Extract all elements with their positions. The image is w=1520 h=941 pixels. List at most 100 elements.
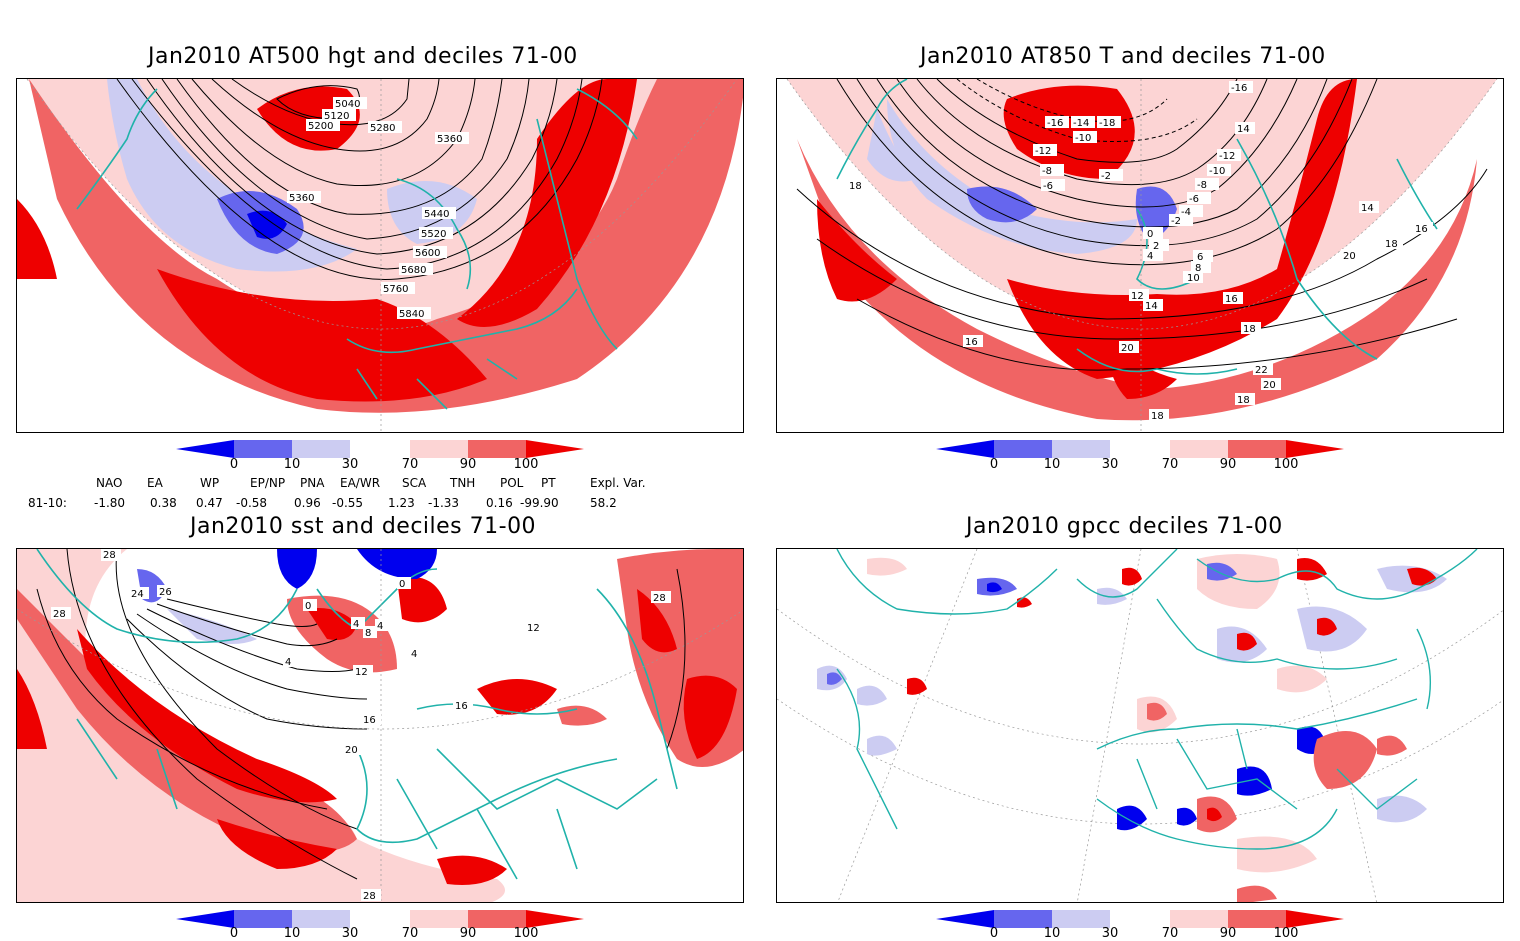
- contour-label: 12: [1131, 291, 1144, 302]
- contour-label: 4: [1147, 251, 1153, 262]
- contour-label: 5360: [437, 134, 462, 145]
- colorbar-label: 100: [1273, 457, 1299, 472]
- decile-darkred-area: [637, 589, 677, 653]
- contour-label: 10: [1187, 273, 1200, 284]
- decile-darkred-area: [17, 669, 47, 749]
- contour-label: 16: [965, 337, 978, 348]
- contour-label: 0: [305, 601, 311, 612]
- contour-label: -2: [1101, 171, 1111, 182]
- decile-darkred-area: [817, 199, 897, 302]
- contour-label: -10: [1209, 166, 1225, 177]
- decile-darkblue-area: [247, 210, 287, 239]
- contour-label: -16: [1047, 118, 1063, 129]
- index-headers: NAO EA WP EP/NP PNA EA/WR SCA TNH POL PT…: [0, 476, 760, 492]
- decile-lightblue-area: [107, 79, 357, 272]
- colorbar-label: 90: [1219, 457, 1237, 472]
- contour-label: 28: [103, 550, 116, 561]
- decile-lightblue-area: [167, 609, 257, 644]
- contour-label: 0: [1147, 229, 1153, 240]
- index-value: 1.23: [388, 496, 415, 510]
- contour-label: 22: [1255, 365, 1268, 376]
- decile-darkred-area: [77, 629, 337, 803]
- colorbar-label: 0: [989, 457, 999, 472]
- contour-label: -12: [1035, 146, 1051, 157]
- decile-red-area: [797, 139, 1477, 421]
- index-value: 0.38: [150, 496, 177, 510]
- colorbar-label: 0: [229, 457, 239, 472]
- colorbar-label: 10: [283, 457, 301, 472]
- colorbar-label: 100: [513, 457, 539, 472]
- colorbar-label: 10: [283, 926, 301, 941]
- contour-label: 5680: [401, 265, 426, 276]
- contour-label: 18: [1243, 324, 1256, 335]
- contour-label: 16: [1225, 294, 1238, 305]
- contour-label: 16: [455, 701, 468, 712]
- contour-label: -14: [1073, 118, 1089, 129]
- colorbar-sst: [176, 910, 584, 928]
- contour-labels: 28 24 26 28 0 0 4 8 4 4 12 16 20 16 28 4…: [51, 549, 671, 902]
- contour-label: 2: [1153, 241, 1159, 252]
- colorbar-label: 30: [1101, 457, 1119, 472]
- contour-label: 24: [131, 589, 144, 600]
- contour-label: 5360: [289, 193, 314, 204]
- colorbar-label: 0: [229, 926, 239, 941]
- contour-label: 8: [365, 628, 371, 639]
- panel-title-at850: Jan2010 AT850 T and deciles 71-00: [920, 44, 1326, 69]
- contour-label: 8: [1195, 263, 1201, 274]
- contour-label: 20: [1121, 343, 1134, 354]
- index-value: -99.90: [520, 496, 559, 510]
- contour-label: 5280: [370, 123, 395, 134]
- index-value: -0.55: [332, 496, 364, 510]
- decile-red-area: [17, 549, 505, 902]
- contour-label: 6: [1197, 252, 1203, 263]
- index-value: 58.2: [590, 496, 617, 510]
- contour-label: 0: [399, 579, 405, 590]
- index-header: NAO: [96, 476, 123, 490]
- contour-label: -4: [1181, 207, 1191, 218]
- decile-lightblue-area: [867, 109, 917, 182]
- index-value: -1.80: [94, 496, 126, 510]
- contour-label: -18: [1099, 118, 1115, 129]
- decile-darkred-area: [477, 679, 557, 715]
- contour-label: 28: [363, 891, 376, 902]
- contour-label: 18: [1385, 239, 1398, 250]
- contour-label: 18: [1151, 411, 1164, 422]
- map-at850-t: -16 -14 -18 -10 -12 -8 -6 -2 -2 0 2 4 -1…: [776, 78, 1504, 433]
- contour-label: -8: [1042, 166, 1052, 177]
- index-header: EP/NP: [250, 476, 286, 490]
- contour-label: 5200: [308, 121, 333, 132]
- index-header: PNA: [300, 476, 325, 490]
- map-gpcc: [776, 548, 1504, 903]
- precip-patches: [817, 554, 1447, 902]
- decile-darkred-area: [157, 269, 487, 402]
- contour-label: 4: [353, 619, 359, 630]
- contour-label: 26: [159, 587, 172, 598]
- colorbar-label: 0: [989, 926, 999, 941]
- contour-label: 28: [53, 609, 66, 620]
- decile-darkred-area: [683, 675, 737, 759]
- panel-title-gpcc: Jan2010 gpcc deciles 71-00: [966, 514, 1283, 539]
- map-at500-hgt: 5040 5120 5200 5280 5360 5360 5440 5520 …: [16, 78, 744, 433]
- contour-label: 16: [1415, 224, 1428, 235]
- colorbar-label: 10: [1043, 457, 1061, 472]
- index-header: EA: [147, 476, 163, 490]
- contour-label: -16: [1231, 83, 1247, 94]
- index-header: EA/WR: [340, 476, 381, 490]
- decile-darkred-area: [307, 608, 357, 640]
- contour-label: -6: [1043, 181, 1053, 192]
- contour-label: 5760: [383, 284, 408, 295]
- contour-labels: 5040 5120 5200 5280 5360 5360 5440 5520 …: [287, 97, 469, 320]
- contour-label: -8: [1197, 180, 1207, 191]
- index-value: 0.16: [486, 496, 513, 510]
- index-value: -0.58: [236, 496, 268, 510]
- colorbar-label: 90: [459, 457, 477, 472]
- colorbar-label: 70: [401, 457, 419, 472]
- contour-label: 5600: [415, 248, 440, 259]
- contour-label: 20: [1343, 251, 1356, 262]
- decile-darkred-area: [217, 819, 337, 869]
- decile-darkred-area: [17, 199, 57, 279]
- contour-label: 20: [345, 745, 358, 756]
- index-value: 0.96: [294, 496, 321, 510]
- contour-label: 14: [1145, 301, 1158, 312]
- decile-darkred-area: [437, 855, 507, 885]
